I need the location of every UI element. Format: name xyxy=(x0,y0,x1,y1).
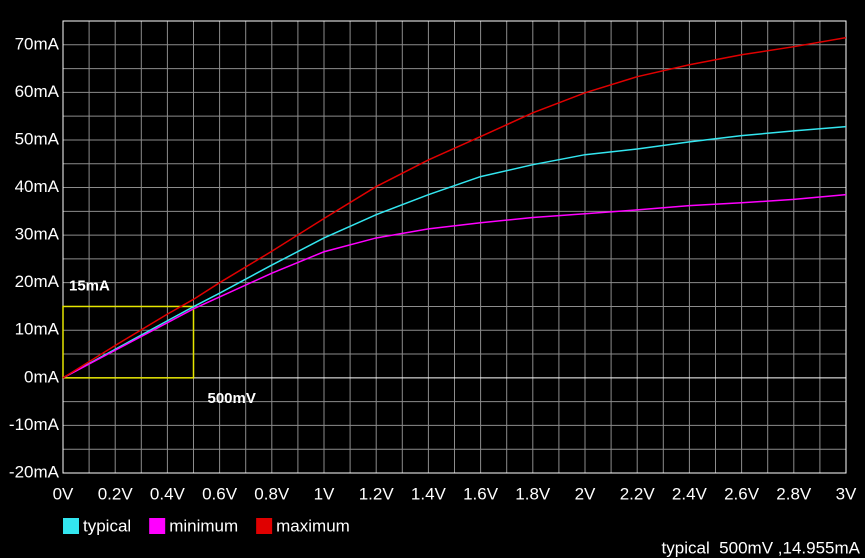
legend-swatch xyxy=(256,518,273,534)
y-tick-label: 0mA xyxy=(24,367,60,386)
x-tick-label: 0.6V xyxy=(202,484,238,503)
y-tick-label: -20mA xyxy=(9,462,60,481)
series-line xyxy=(62,193,847,379)
legend-swatch xyxy=(149,518,166,534)
cursor-readout: typical 500mV ,14.955mA xyxy=(662,538,861,557)
legend-label: maximum xyxy=(276,516,350,535)
x-tick-label: 0V xyxy=(53,484,74,503)
x-tick-label: 1.6V xyxy=(463,484,499,503)
legend-label: typical xyxy=(83,516,131,535)
x-tick-label: 0.8V xyxy=(254,484,290,503)
x-tick-label: 1V xyxy=(314,484,335,503)
y-tick-label: 40mA xyxy=(15,177,60,196)
y-tick-label: 50mA xyxy=(15,129,60,148)
x-tick-label: 2.8V xyxy=(776,484,812,503)
x-tick-label: 2.4V xyxy=(672,484,708,503)
y-tick-label: 70mA xyxy=(15,34,60,53)
y-tick-label: 20mA xyxy=(15,272,60,291)
x-tick-label: 1.2V xyxy=(359,484,395,503)
series-line xyxy=(62,125,847,379)
x-tick-label: 1.4V xyxy=(411,484,447,503)
cursor-x-label: 500mV xyxy=(208,390,256,407)
x-tick-label: 0.2V xyxy=(98,484,134,503)
y-tick-label: -10mA xyxy=(9,415,60,434)
x-tick-label: 1.8V xyxy=(515,484,551,503)
y-tick-label: 60mA xyxy=(15,82,60,101)
cursor-y-label: 15mA xyxy=(69,277,110,294)
cursor-box xyxy=(62,305,195,379)
series-line xyxy=(62,36,847,379)
y-tick-label: 30mA xyxy=(15,225,60,244)
x-tick-label: 2.2V xyxy=(620,484,656,503)
legend-swatch xyxy=(63,518,79,534)
x-tick-label: 2V xyxy=(575,484,596,503)
plot-border xyxy=(62,20,847,474)
x-tick-label: 2.6V xyxy=(724,484,760,503)
x-tick-label: 3V xyxy=(836,484,857,503)
x-tick-label: 0.4V xyxy=(150,484,186,503)
y-tick-label: 10mA xyxy=(15,320,60,339)
legend-label: minimum xyxy=(169,516,238,535)
